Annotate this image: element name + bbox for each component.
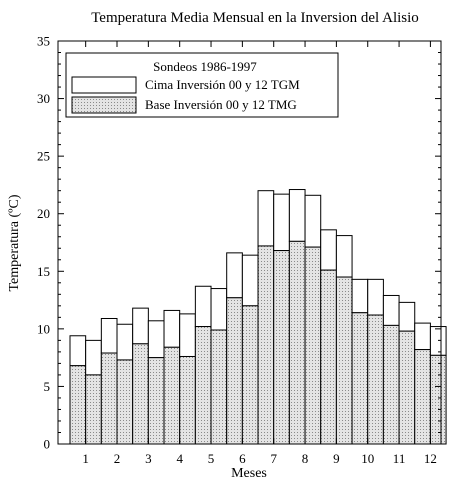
x-tick-label: 4 <box>176 451 183 466</box>
x-tick-label: 8 <box>302 451 309 466</box>
bar-cima-7 <box>163 309 181 348</box>
bar-base-7 <box>163 346 181 445</box>
bar-base-3 <box>100 352 118 445</box>
plot-frame <box>57 40 442 445</box>
x-tick-label: 3 <box>145 451 152 466</box>
bar-cima-11 <box>226 252 243 299</box>
bar-cima-16 <box>304 194 322 248</box>
x-tick-label: 6 <box>239 451 246 466</box>
x-tick-label: 9 <box>333 451 340 466</box>
y-tick-label: 35 <box>37 34 50 49</box>
chart-title: Temperatura Media Mensual en la Inversio… <box>91 10 419 26</box>
bar-base-6 <box>147 357 165 445</box>
legend-label-base: Base Inversión 00 y 12 TMG <box>145 97 297 112</box>
x-tick-label: 7 <box>270 451 277 466</box>
bar-cima-12 <box>241 254 259 307</box>
bar-cima-24 <box>429 326 447 356</box>
bar-cima-4 <box>116 323 134 361</box>
bar-base-19 <box>351 312 369 445</box>
x-tick-label: 2 <box>114 451 121 466</box>
x-axis: 1 2 3 4 5 6 7 8 9 10 11 12 <box>82 41 437 466</box>
bar-base-23 <box>414 349 431 445</box>
legend-swatch-cima <box>71 76 137 94</box>
bar-base-20 <box>367 314 384 445</box>
bar-base-2 <box>85 374 102 445</box>
y-tick-label: 5 <box>44 379 51 394</box>
bar-base-24 <box>429 354 447 445</box>
y-tick-label: 15 <box>37 264 50 279</box>
bar-cima-6 <box>147 320 165 359</box>
bar-cima-14 <box>273 193 290 252</box>
y-tick-label: 10 <box>37 321 50 336</box>
bar-cima-9 <box>194 285 212 328</box>
bar-cima-15 <box>288 189 306 242</box>
bar-base-18 <box>335 276 353 445</box>
legend-swatch-base <box>71 96 137 114</box>
bar-base-17 <box>320 269 337 445</box>
x-tick-label: 5 <box>208 451 215 466</box>
bar-base-8 <box>179 355 196 445</box>
bar-cima-13 <box>257 190 275 247</box>
bar-cima-22 <box>398 301 416 332</box>
bar-base-9 <box>194 326 212 445</box>
bar-base-10 <box>210 329 228 445</box>
bar-cima-3 <box>100 317 118 354</box>
bar-base-22 <box>398 330 416 445</box>
bar-base-21 <box>382 324 400 445</box>
legend: Sondeos 1986-1997 Cima Inversión 00 y 12… <box>65 52 339 118</box>
y-tick-label: 30 <box>37 91 50 106</box>
bar-cima-1 <box>69 335 87 367</box>
bar-base-15 <box>288 240 306 445</box>
x-axis-label: Meses <box>231 466 267 481</box>
bar-cima-21 <box>382 294 400 326</box>
x-tick-label: 10 <box>361 451 374 466</box>
legend-label-cima: Cima Inversión 00 y 12 TGM <box>145 77 300 92</box>
bar-base-1 <box>69 365 87 445</box>
y-tick-label: 20 <box>37 206 50 221</box>
legend-title: Sondeos 1986-1997 <box>153 59 257 74</box>
bar-cima-8 <box>179 313 196 357</box>
y-axis-label: Temperatura (ºC) <box>7 194 22 291</box>
bar-cima-17 <box>320 229 337 271</box>
bar-base-12 <box>241 305 259 445</box>
bar-cima-2 <box>85 339 102 376</box>
y-tick-label: 25 <box>37 149 50 164</box>
bar-base-5 <box>132 343 149 445</box>
bar-cima-5 <box>132 307 149 345</box>
bar-base-11 <box>226 297 243 445</box>
bar-cima-10 <box>210 288 228 331</box>
bar-cima-19 <box>351 278 369 314</box>
bars-layer <box>69 189 447 445</box>
x-tick-label: 1 <box>82 451 89 466</box>
y-tick-label: 0 <box>44 437 51 452</box>
bar-base-4 <box>116 359 134 445</box>
bar-cima-20 <box>367 278 384 316</box>
x-tick-label: 12 <box>424 451 437 466</box>
bar-cima-23 <box>414 322 431 351</box>
bar-base-16 <box>304 246 322 445</box>
bar-base-13 <box>257 245 275 445</box>
bar-cima-18 <box>335 235 353 278</box>
x-tick-label: 11 <box>393 451 406 466</box>
bar-base-14 <box>273 250 290 445</box>
